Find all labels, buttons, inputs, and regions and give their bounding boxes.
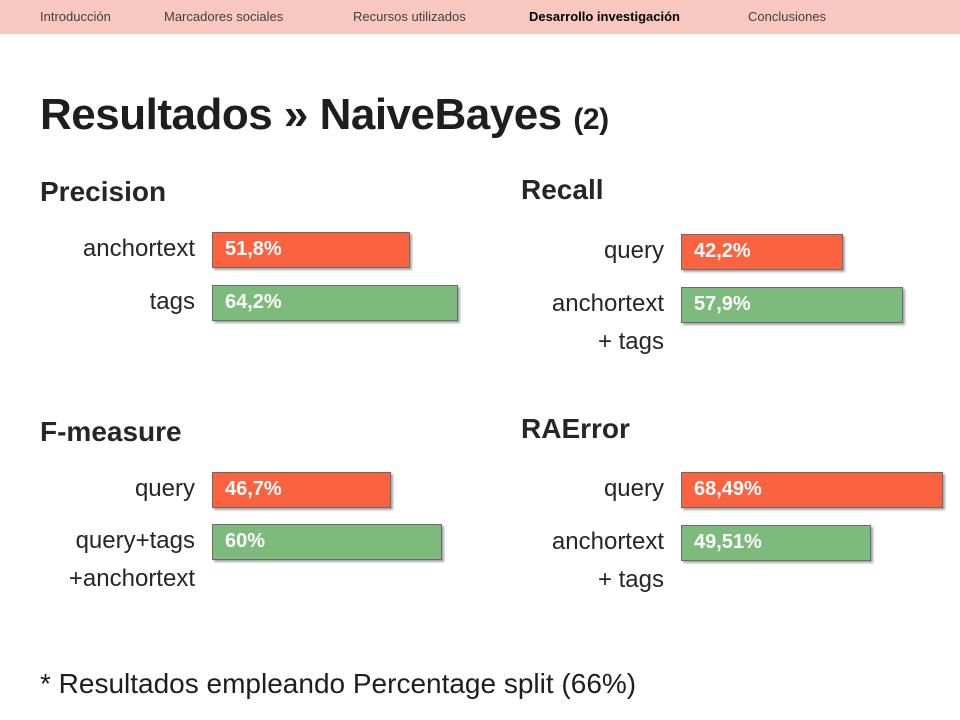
chart-recall-bar-value: 42,2% [694, 240, 751, 262]
chart-precision-bar: 51,8% [212, 232, 410, 268]
chart-f-measure-bar-value: 60% [225, 530, 266, 552]
chart-recall-bar: 57,9% [681, 287, 903, 323]
chart-raerror-bar-value: 68,49% [694, 478, 762, 500]
chart-raerror-bar-value: 49,51% [694, 531, 762, 553]
chart-recall-bar: 42,2% [681, 234, 843, 270]
chart-f-measure-category-label: query [134, 475, 195, 502]
nav-item-marcadores-sociales[interactable]: Marcadores sociales [164, 9, 284, 24]
slide-title-main: Resultados » NaiveBayes [40, 90, 562, 139]
nav-item-conclusiones[interactable]: Conclusiones [748, 9, 827, 24]
chart-raerror-bar: 68,49% [681, 472, 943, 508]
chart-precision-bar-value: 64,2% [225, 291, 282, 313]
slide-title: Resultados » NaiveBayes (2) [40, 90, 609, 140]
chart-raerror-bar: 49,51% [681, 525, 871, 561]
chart-recall-category-label: query [603, 237, 664, 264]
chart-f-measure-bar: 60% [212, 524, 442, 560]
chart-raerror-category-label: query [603, 475, 664, 502]
chart-precision-category-label: anchortext [82, 235, 195, 262]
top-navigation: Introducción Marcadores sociales Recurso… [0, 0, 960, 34]
nav-item-introduccion[interactable]: Introducción [40, 9, 111, 24]
chart-f-measure-bar-value: 46,7% [225, 478, 282, 500]
nav-item-recursos-utilizados[interactable]: Recursos utilizados [353, 9, 466, 24]
nav-item-desarrollo-investigacion[interactable]: Desarrollo investigación [501, 0, 708, 34]
chart-recall-category-label: anchortext + tags [551, 290, 664, 355]
chart-precision-bar: 64,2% [212, 285, 458, 321]
chart-precision-category-label: tags [149, 288, 195, 315]
chart-f-measure-category-label: query+tags +anchortext [68, 527, 195, 592]
chart-precision-title: Precision [40, 176, 167, 207]
footnote: * Resultados empleando Percentage split … [40, 668, 637, 699]
slide-title-suffix: (2) [573, 103, 609, 136]
chart-f-measure-title: F-measure [40, 416, 182, 447]
chart-raerror-title: RAError [521, 413, 630, 444]
chart-recall-bar-value: 57,9% [694, 293, 751, 315]
chart-precision-bar-value: 51,8% [225, 238, 282, 260]
chart-recall-title: Recall [521, 174, 604, 205]
chart-raerror-category-label: anchortext + tags [551, 528, 664, 593]
chart-f-measure-bar: 46,7% [212, 472, 391, 508]
